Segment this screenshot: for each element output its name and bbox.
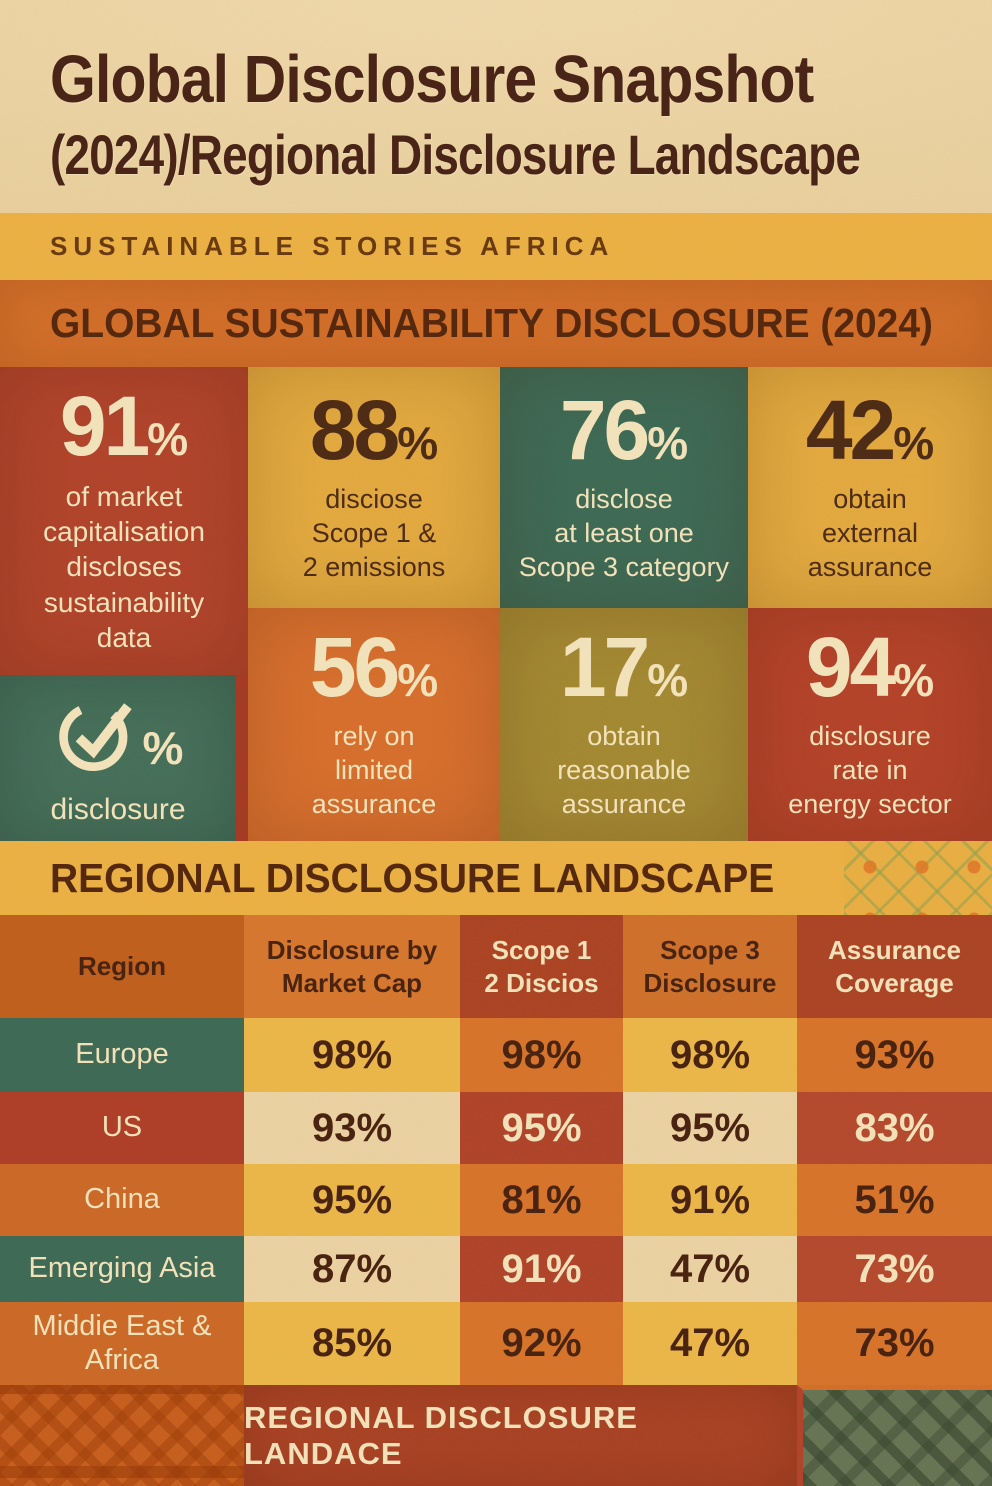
value-cell: 47%	[623, 1302, 797, 1385]
tribal-pattern-left	[0, 1385, 244, 1486]
stat-label: disclose at least one Scope 3 category	[518, 484, 730, 583]
stat-label: disciose Scope 1 & 2 emissions	[302, 484, 446, 583]
region-cell: US	[0, 1092, 244, 1164]
stat-card-scope12: 88% disciose Scope 1 & 2 emissions	[248, 367, 500, 608]
value-cell: 83%	[797, 1092, 992, 1164]
check-circle-icon	[58, 702, 132, 772]
value-cell: 95%	[460, 1092, 623, 1164]
footer-banner-label: REGIONAL DISCLOSURE LANDACE	[244, 1399, 638, 1471]
badge-label: disclosure	[50, 793, 186, 827]
value-cell: 93%	[797, 1018, 992, 1092]
value-cell: 91%	[460, 1236, 623, 1302]
table-row: China 95% 81% 91% 51%	[0, 1164, 992, 1236]
region-cell: Europe	[0, 1018, 244, 1092]
stat-card-market-cap: 91% of market capitalisation discloses s…	[0, 367, 248, 675]
value-cell: 73%	[797, 1302, 992, 1385]
value-cell: 73%	[797, 1236, 992, 1302]
stat-value: 88%	[309, 382, 439, 477]
stat-card-reasonable-assurance: 17% obtain reasonable assurance	[500, 608, 748, 841]
geometric-pattern-right	[797, 1385, 992, 1486]
column-header: Disclosure by Market Cap	[244, 915, 460, 1018]
footer-banner: REGIONAL DISCLOSURE LANDACE	[0, 1385, 992, 1486]
stat-label: disclosure rate in energy sector	[788, 721, 952, 820]
value-cell: 93%	[244, 1092, 460, 1164]
value-cell: 98%	[244, 1018, 460, 1092]
region-cell: Middie East & Africa	[0, 1302, 244, 1385]
page-title-line1: Global Disclosure Snapshot	[50, 42, 814, 117]
table-row: Europe 98% 98% 98% 93%	[0, 1018, 992, 1092]
badge-icon-row: %	[53, 687, 184, 783]
stat-value: 56%	[309, 619, 439, 714]
table-row: US 93% 95% 95% 83%	[0, 1092, 992, 1164]
regional-section-heading-band: REGIONAL DISCLOSURE LANDSCAPE	[0, 841, 992, 915]
value-cell: 95%	[623, 1092, 797, 1164]
title-block: Global Disclosure Snapshot (2024)/Region…	[0, 0, 992, 213]
value-cell: 87%	[244, 1236, 460, 1302]
stat-card-external-assurance: 42% obtain external assurance	[748, 367, 992, 608]
column-header: Scope 3 Disclosure	[623, 915, 797, 1018]
disclosure-badge: % disclosure	[0, 675, 248, 841]
stat-value: 42%	[805, 382, 935, 477]
value-cell: 98%	[460, 1018, 623, 1092]
stat-value: 91%	[59, 378, 189, 473]
column-header: Scope 1 2 Discios	[460, 915, 623, 1018]
stat-label: of market capitalisation discloses susta…	[43, 480, 205, 653]
column-header: Assurance Coverage	[797, 915, 992, 1018]
stat-value: 17%	[559, 619, 689, 714]
stats-grid: 91% of market capitalisation discloses s…	[0, 367, 992, 841]
region-cell: China	[0, 1164, 244, 1236]
badge-percent: %	[142, 722, 184, 775]
value-cell: 98%	[623, 1018, 797, 1092]
stat-value: 94%	[805, 619, 935, 714]
brand-label: SUSTAINABLE STORIES AFRICA	[50, 231, 615, 261]
page-title-line2: (2024)/Regional Disclosure Landscape	[50, 123, 861, 186]
global-section-heading-band: GLOBAL SUSTAINABILITY DISCLOSURE (2024)	[0, 280, 992, 367]
brand-bar: SUSTAINABLE STORIES AFRICA	[0, 213, 992, 280]
region-cell: Emerging Asia	[0, 1236, 244, 1302]
stat-card-scope3: 76% disclose at least one Scope 3 catego…	[500, 367, 748, 608]
regional-section-heading: REGIONAL DISCLOSURE LANDSCAPE	[50, 854, 775, 901]
value-cell: 95%	[244, 1164, 460, 1236]
table-body: Europe 98% 98% 98% 93% US 93% 95% 95% 83% China 95%…	[0, 1018, 992, 1385]
value-cell: 92%	[460, 1302, 623, 1385]
stat-label: rely on limited assurance	[311, 721, 437, 820]
value-cell: 51%	[797, 1164, 992, 1236]
stat-label: obtain external assurance	[807, 484, 933, 583]
regional-table: Region Disclosure by Market Cap Scope 1 2 …	[0, 915, 992, 1385]
value-cell: 81%	[460, 1164, 623, 1236]
value-cell: 91%	[623, 1164, 797, 1236]
stat-value: 76%	[559, 382, 689, 477]
value-cell: 85%	[244, 1302, 460, 1385]
value-cell: 47%	[623, 1236, 797, 1302]
stat-card-limited-assurance: 56% rely on limited assurance	[248, 608, 500, 841]
table-row: Emerging Asia 87% 91% 47% 73%	[0, 1236, 992, 1302]
stat-card-energy-sector: 94% disclosure rate in energy sector	[748, 608, 992, 841]
diamond-lattice-pattern	[844, 841, 992, 915]
footer-banner-center: REGIONAL DISCLOSURE LANDACE	[244, 1385, 797, 1486]
table-row: Middie East & Africa 85% 92% 47% 73%	[0, 1302, 992, 1385]
stat-label: obtain reasonable assurance	[557, 721, 691, 820]
column-header: Region	[0, 915, 244, 1018]
table-header-row: Region Disclosure by Market Cap Scope 1 2 …	[0, 915, 992, 1018]
global-section-heading: GLOBAL SUSTAINABILITY DISCLOSURE (2024)	[50, 300, 933, 346]
